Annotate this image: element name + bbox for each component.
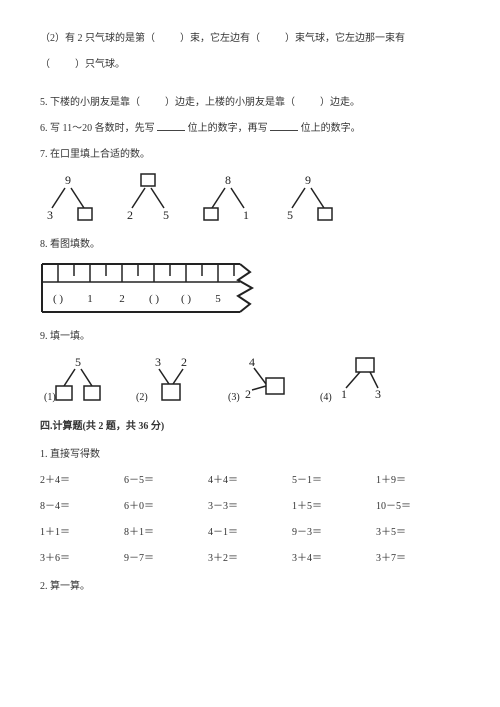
arith-cell: 3＋7＝ — [376, 550, 460, 568]
tree-diagram-3: 8 1 — [200, 172, 256, 222]
arith-cell: 8＋1＝ — [124, 524, 208, 542]
tree9-4: (4) 1 3 — [316, 354, 390, 404]
arith-cell: 4－1＝ — [208, 524, 292, 542]
arith-cell: 1＋5＝ — [292, 498, 376, 516]
tree9-2-left: 3 — [155, 355, 161, 369]
q2-text-e: ）只气球。 — [75, 59, 125, 70]
tree9-2-label: (2) — [136, 392, 148, 403]
tree2-left: 2 — [127, 208, 133, 222]
arith-cell: 1＋1＝ — [40, 524, 124, 542]
q2-blank-3[interactable] — [53, 59, 73, 70]
tree9-2-box[interactable] — [162, 384, 180, 400]
q6-b: 位上的数字，再写 — [188, 123, 268, 134]
q5-line: 5. 下楼的小朋友是靠（ ）边走，上楼的小朋友是靠（ ）边走。 — [40, 94, 460, 112]
ruler-cell-5: 5 — [215, 293, 221, 305]
q2-text-c: ）束气球，它左边那一束有 — [285, 33, 405, 44]
tree-diagram-4: 9 5 — [280, 172, 336, 222]
tree9-1-box-l[interactable] — [56, 386, 72, 400]
tree4-left: 5 — [287, 208, 293, 222]
tree3-top: 8 — [225, 173, 231, 187]
q6-blank-1[interactable] — [157, 121, 185, 131]
arith-cell: 8－4＝ — [40, 498, 124, 516]
tree-diagram-1: 9 3 — [40, 172, 96, 222]
tree9-3: (3) 4 2 — [224, 354, 298, 404]
arith-cell: 3＋4＝ — [292, 550, 376, 568]
tree9-3-right: 2 — [245, 387, 251, 401]
q5-b: ）边走，上楼的小朋友是靠（ — [165, 97, 295, 108]
q5-c: ）边走。 — [320, 97, 360, 108]
arith-cell: 3＋2＝ — [208, 550, 292, 568]
q6-blank-2[interactable] — [270, 121, 298, 131]
tree9-3-box[interactable] — [266, 378, 284, 394]
tree1-box[interactable] — [78, 208, 92, 220]
tree1-top: 9 — [65, 173, 71, 187]
tree9-1-box-r[interactable] — [84, 386, 100, 400]
ruler-cell-2: 2 — [119, 293, 125, 305]
arith-cell: 3＋6＝ — [40, 550, 124, 568]
tree3-box[interactable] — [204, 208, 218, 220]
tree-diagram-2: 2 5 — [120, 172, 176, 222]
tree9-3-left: 4 — [249, 355, 255, 369]
tree9-4-right: 3 — [375, 387, 381, 401]
tree9-1-top: 5 — [75, 355, 81, 369]
q9-line: 9. 填一填。 — [40, 328, 460, 346]
q6-c: 位上的数字。 — [301, 123, 361, 134]
arith-grid: 2＋4＝ 6－5＝ 4＋4＝ 5－1＝ 1＋9＝ 8－4＝ 6＋0＝ 3－3＝ … — [40, 472, 460, 568]
q2-blank-2[interactable] — [263, 33, 283, 44]
q6-a: 6. 写 11～20 各数时，先写 — [40, 123, 155, 134]
arith-cell: 3－3＝ — [208, 498, 292, 516]
section4-p2: 2. 算一算。 — [40, 578, 460, 596]
tree9-4-label: (4) — [320, 392, 332, 403]
tree9-2: (2) 3 2 — [132, 354, 206, 404]
q9-diagrams: (1) 5 (2) 3 2 (3) 4 2 (4) 1 3 — [40, 354, 460, 404]
ruler-cell-1: 1 — [87, 293, 93, 305]
q7-diagrams: 9 3 2 5 8 1 9 5 — [40, 172, 460, 222]
arith-cell: 2＋4＝ — [40, 472, 124, 490]
ruler-cell-4: ( ) — [181, 293, 191, 305]
arith-cell: 6＋0＝ — [124, 498, 208, 516]
q8-line: 8. 看图填数。 — [40, 236, 460, 254]
q5-blank-2[interactable] — [298, 97, 318, 108]
arith-cell: 9－3＝ — [292, 524, 376, 542]
q2-line1: （2）有 2 只气球的是第（ ）束，它左边有（ ）束气球，它左边那一束有 — [40, 30, 460, 48]
arith-cell: 4＋4＝ — [208, 472, 292, 490]
q6-line: 6. 写 11～20 各数时，先写 位上的数字，再写 位上的数字。 — [40, 120, 460, 138]
q5-a: 5. 下楼的小朋友是靠（ — [40, 97, 140, 108]
tree9-3-label: (3) — [228, 392, 240, 403]
arith-cell: 5－1＝ — [292, 472, 376, 490]
tree4-top: 9 — [305, 173, 311, 187]
arith-cell: 6－5＝ — [124, 472, 208, 490]
arith-cell: 3＋5＝ — [376, 524, 460, 542]
ruler-diagram: ( ) 1 2 ( ) ( ) 5 — [40, 262, 270, 314]
tree2-right: 5 — [163, 208, 169, 222]
arith-cell: 10－5＝ — [376, 498, 460, 516]
tree9-1-label: (1) — [44, 392, 56, 403]
tree9-4-left: 1 — [341, 387, 347, 401]
section4-title: 四.计算题(共 2 题，共 36 分) — [40, 418, 460, 436]
arith-cell: 9－7＝ — [124, 550, 208, 568]
tree9-1: (1) 5 — [40, 354, 114, 404]
section4-p1: 1. 直接写得数 — [40, 446, 460, 464]
tree9-4-box[interactable] — [356, 358, 374, 372]
ruler-cell-3: ( ) — [149, 293, 159, 305]
arith-cell: 1＋9＝ — [376, 472, 460, 490]
q5-blank-1[interactable] — [143, 97, 163, 108]
tree3-right: 1 — [243, 208, 249, 222]
tree9-2-right: 2 — [181, 355, 187, 369]
q2-text-a: （2）有 2 只气球的是第（ — [40, 33, 155, 44]
q2-blank-1[interactable] — [158, 33, 178, 44]
tree4-box[interactable] — [318, 208, 332, 220]
q7-line: 7. 在口里填上合适的数。 — [40, 146, 460, 164]
q2-text-d: （ — [40, 59, 50, 70]
tree1-left: 3 — [47, 208, 53, 222]
ruler-cell-0: ( ) — [53, 293, 63, 305]
tree2-box[interactable] — [141, 174, 155, 186]
q2-text-b: ）束，它左边有（ — [180, 33, 260, 44]
q2-line2: （ ）只气球。 — [40, 56, 460, 74]
